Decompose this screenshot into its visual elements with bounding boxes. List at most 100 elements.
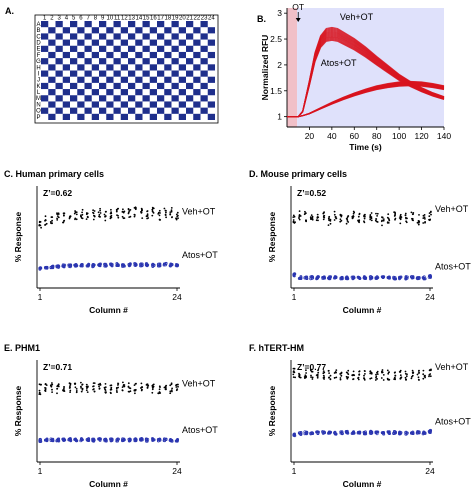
data-point <box>305 369 307 372</box>
plate-column-label: 4 <box>65 16 69 22</box>
plate-well <box>48 76 56 83</box>
data-point <box>422 217 425 220</box>
plate-well <box>200 107 208 114</box>
data-point <box>134 438 138 442</box>
data-point <box>175 218 178 221</box>
plate-well <box>41 33 49 40</box>
data-point <box>55 265 59 269</box>
data-point <box>62 212 65 215</box>
plate-well <box>157 95 165 102</box>
plate-well <box>84 21 92 28</box>
data-point <box>328 376 330 379</box>
data-point <box>357 377 359 379</box>
data-point <box>93 210 96 212</box>
plate-well <box>142 70 150 77</box>
series-veh-ot <box>292 367 432 381</box>
data-point <box>123 384 126 386</box>
data-point <box>393 371 396 374</box>
data-point <box>105 210 107 213</box>
plate-well <box>62 51 70 59</box>
panel-f: F. hTERT-HM 1 24 Column # % Response Z’=0.77… <box>249 343 471 489</box>
data-point <box>162 437 166 441</box>
plate-well <box>149 51 157 59</box>
data-point <box>85 218 88 221</box>
data-point <box>169 390 172 393</box>
data-point <box>38 391 41 394</box>
data-point <box>376 378 378 380</box>
data-point <box>335 371 337 374</box>
data-point <box>146 217 149 220</box>
plate-well <box>149 39 157 46</box>
plate-well <box>142 58 150 65</box>
series-label: Atos+OT <box>182 425 218 435</box>
plate-well <box>77 64 85 71</box>
data-point <box>294 376 296 379</box>
data-point <box>38 440 42 443</box>
data-point <box>56 219 59 221</box>
plate-well <box>99 95 107 102</box>
plate-well <box>135 89 143 96</box>
panel-f-label: F. hTERT-HM <box>249 343 304 353</box>
plate-well <box>106 64 114 71</box>
data-point <box>328 217 330 220</box>
data-point <box>121 215 124 218</box>
data-point <box>292 367 295 370</box>
plate-well <box>200 21 208 28</box>
data-point <box>116 264 120 268</box>
data-point <box>51 382 53 384</box>
panel-e-label: E. PHM1 <box>4 343 40 353</box>
x-axis-title: Column # <box>89 479 128 489</box>
plate-well <box>200 82 208 90</box>
data-point <box>51 391 53 393</box>
data-point <box>423 277 427 281</box>
plate-well <box>178 51 186 59</box>
plate-well <box>106 101 114 108</box>
plate-well <box>142 21 150 28</box>
data-point <box>364 215 366 218</box>
data-point <box>44 219 46 222</box>
data-point <box>294 221 296 224</box>
data-point <box>69 391 71 393</box>
data-point <box>121 263 124 267</box>
x-tick-label: 60 <box>350 131 360 141</box>
data-point <box>159 219 162 221</box>
data-point <box>92 385 95 387</box>
y-tick-label: 1.5 <box>270 86 282 96</box>
data-point <box>68 438 72 442</box>
data-point <box>141 209 143 212</box>
plate-column-label: 11 <box>114 16 121 22</box>
data-point <box>328 430 332 434</box>
plate-well <box>164 113 172 120</box>
plate-well <box>91 101 99 108</box>
y-axis-title: % Response <box>267 211 277 262</box>
panel-a: A. 1 2 3 4 5 6 7 8 9 10 11 12 13 14 15 16 17 18 19 20 21 22 23… <box>5 6 219 124</box>
plate-column-labels: 1 2 3 4 5 6 7 8 9 10 11 12 13 14 15 16 17 18 19 20 21 22 23 24 <box>43 16 215 22</box>
data-point <box>298 431 302 435</box>
data-point <box>416 373 419 376</box>
data-point <box>411 276 415 280</box>
data-point <box>347 369 350 372</box>
plate-well <box>84 70 92 77</box>
plate-column-label: 3 <box>57 16 61 22</box>
plate-well <box>91 89 99 96</box>
data-point <box>430 213 432 216</box>
data-point <box>63 214 65 217</box>
plate-well <box>106 113 114 120</box>
plate-column-label: 13 <box>128 16 135 22</box>
data-point <box>92 212 95 215</box>
data-point <box>323 376 326 379</box>
x-tick-label: 120 <box>414 131 428 141</box>
data-point <box>310 376 312 378</box>
plate-well <box>91 51 99 59</box>
data-point <box>311 378 314 380</box>
plate-well <box>128 21 136 28</box>
z-prime-label: Z’=0.62 <box>43 188 72 198</box>
data-point <box>392 276 396 280</box>
data-point <box>44 387 47 389</box>
plate-well <box>41 95 49 102</box>
series-label: Veh+OT <box>435 362 469 372</box>
data-point <box>133 215 136 218</box>
ot-arrow-head <box>295 18 301 22</box>
plate-well <box>41 70 49 77</box>
data-point <box>412 213 414 216</box>
